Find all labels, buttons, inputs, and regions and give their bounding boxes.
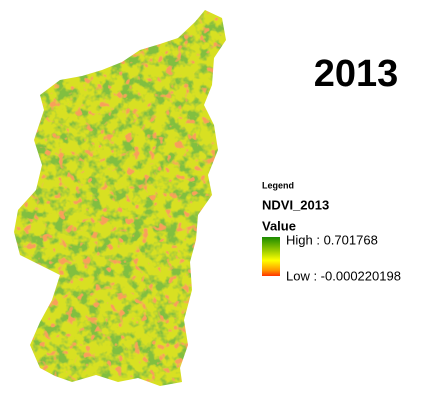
map-title: 2013 <box>314 53 399 95</box>
legend-heading: Legend <box>262 180 294 190</box>
legend-ramp <box>262 237 280 276</box>
legend-field: Value <box>262 218 296 233</box>
raster-fill <box>14 10 226 386</box>
legend-high: High : 0.701768 <box>286 232 378 247</box>
ndvi-raster <box>14 10 226 386</box>
legend-low: Low : -0.000220198 <box>286 268 401 283</box>
legend-layer: NDVI_2013 <box>262 197 329 212</box>
